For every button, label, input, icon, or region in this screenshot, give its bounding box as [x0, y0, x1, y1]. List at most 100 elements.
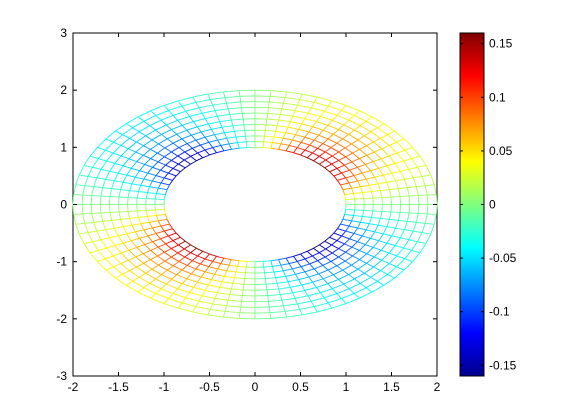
mesh-radial-segment	[160, 169, 169, 174]
mesh-radial-segment	[111, 188, 121, 191]
mesh-radial-segment	[195, 263, 201, 270]
mesh-radial-segment	[348, 180, 358, 184]
mesh-ring-segment	[147, 235, 153, 242]
mesh-ring-segment	[136, 210, 139, 218]
mesh-ring-segment	[351, 143, 360, 150]
mesh-radial-segment	[304, 258, 310, 265]
mesh-ring-segment	[371, 191, 374, 199]
mesh-radial-segment	[83, 164, 93, 168]
colorbar-tick-label: 0.05	[489, 144, 513, 158]
mesh-radial-segment	[165, 164, 174, 169]
mesh-radial-segment	[400, 212, 410, 214]
mesh-ring-segment	[201, 128, 212, 133]
mesh-ring-segment	[113, 173, 119, 182]
mesh-ring-segment	[192, 93, 208, 98]
mesh-radial-segment	[342, 187, 352, 191]
mesh-radial-segment	[345, 152, 353, 158]
mesh-ring-segment	[226, 270, 237, 273]
mesh-ring-segment	[313, 139, 324, 145]
mesh-radial-segment	[219, 121, 223, 128]
mesh-radial-segment	[242, 119, 245, 125]
mesh-radial-segment	[332, 115, 338, 121]
mesh-radial-segment	[122, 240, 132, 244]
mesh-ring-segment	[150, 105, 165, 112]
mesh-ring-segment	[390, 204, 392, 213]
mesh-radial-segment	[285, 257, 290, 264]
mesh-radial-segment	[324, 163, 332, 169]
mesh-radial-segment	[338, 147, 346, 153]
mesh-radial-segment	[332, 288, 338, 294]
mesh-radial-segment	[278, 114, 281, 121]
mesh-radial-segment	[245, 261, 248, 268]
mesh-ring-segment	[177, 307, 193, 313]
mesh-radial-segment	[143, 282, 150, 289]
mesh-ring-segment	[333, 133, 343, 140]
mesh-ring-segment	[397, 212, 401, 221]
colorbar-tick-label: 0.1	[489, 90, 506, 104]
mesh-radial-segment	[230, 283, 234, 290]
mesh-radial-segment	[329, 168, 338, 173]
mesh-ring-segment	[387, 266, 397, 275]
mesh-radial-segment	[390, 196, 401, 198]
mesh-ring-segment	[202, 250, 210, 255]
mesh-radial-segment	[223, 270, 228, 277]
mesh-ring-segment	[408, 230, 414, 240]
mesh-ring-segment	[270, 311, 286, 314]
mesh-radial-segment	[299, 309, 303, 316]
mesh-ring-segment	[97, 149, 106, 159]
mesh-radial-segment	[214, 110, 218, 117]
mesh-ring-segment	[399, 204, 402, 213]
mesh-ring-segment	[353, 209, 356, 216]
mesh-radial-segment	[158, 143, 166, 149]
mesh-radial-segment	[300, 149, 306, 156]
mesh-ring-segment	[364, 238, 371, 245]
mesh-radial-segment	[275, 125, 278, 132]
mesh-ring-segment	[278, 148, 287, 152]
mesh-ring-segment	[344, 238, 350, 245]
mesh-radial-segment	[181, 105, 187, 112]
mesh-radial-segment	[395, 245, 404, 249]
mesh-ring-segment	[100, 239, 107, 249]
mesh-ring-segment	[195, 268, 206, 273]
mesh-ring-segment	[341, 110, 355, 116]
mesh-ring-segment	[122, 273, 133, 282]
mesh-ring-segment	[82, 213, 86, 224]
mesh-radial-segment	[413, 230, 423, 234]
mesh-ring-segment	[345, 246, 353, 253]
mesh-radial-segment	[264, 272, 266, 279]
mesh-ring-segment	[106, 152, 114, 162]
mesh-ring-segment	[325, 159, 332, 165]
mesh-radial-segment	[377, 224, 387, 228]
mesh-ring-segment	[365, 223, 370, 231]
mesh-ring-segment	[144, 158, 151, 165]
mesh-ring-segment	[185, 163, 191, 169]
mesh-radial-segment	[164, 177, 173, 181]
mesh-radial-segment	[171, 129, 178, 135]
mesh-radial-segment	[160, 283, 167, 290]
mesh-ring-segment	[360, 216, 363, 223]
mesh-radial-segment	[131, 167, 140, 172]
mesh-radial-segment	[223, 132, 228, 139]
mesh-radial-segment	[217, 139, 222, 146]
mesh-ring-segment	[391, 227, 397, 236]
mesh-ring-segment	[186, 126, 198, 131]
mesh-ring-segment	[149, 180, 153, 187]
mesh-radial-segment	[137, 116, 145, 122]
mesh-ring-segment	[232, 124, 244, 127]
mesh-radial-segment	[149, 125, 156, 131]
mesh-radial-segment	[79, 174, 89, 177]
mesh-ring-segment	[113, 134, 123, 143]
mesh-radial-segment	[270, 142, 273, 149]
mesh-ring-segment	[193, 118, 206, 123]
mesh-ring-segment	[172, 228, 177, 234]
mesh-ring-segment	[130, 240, 138, 248]
mesh-ring-segment	[421, 223, 426, 233]
mesh-ring-segment	[297, 147, 306, 151]
mesh-radial-segment	[354, 278, 361, 284]
mesh-ring-segment	[331, 240, 338, 246]
mesh-ring-segment	[262, 147, 271, 149]
mesh-radial-segment	[157, 152, 165, 158]
mesh-radial-segment	[150, 255, 158, 261]
mesh-ring-segment	[396, 247, 404, 257]
mesh-ring-segment	[166, 184, 170, 190]
